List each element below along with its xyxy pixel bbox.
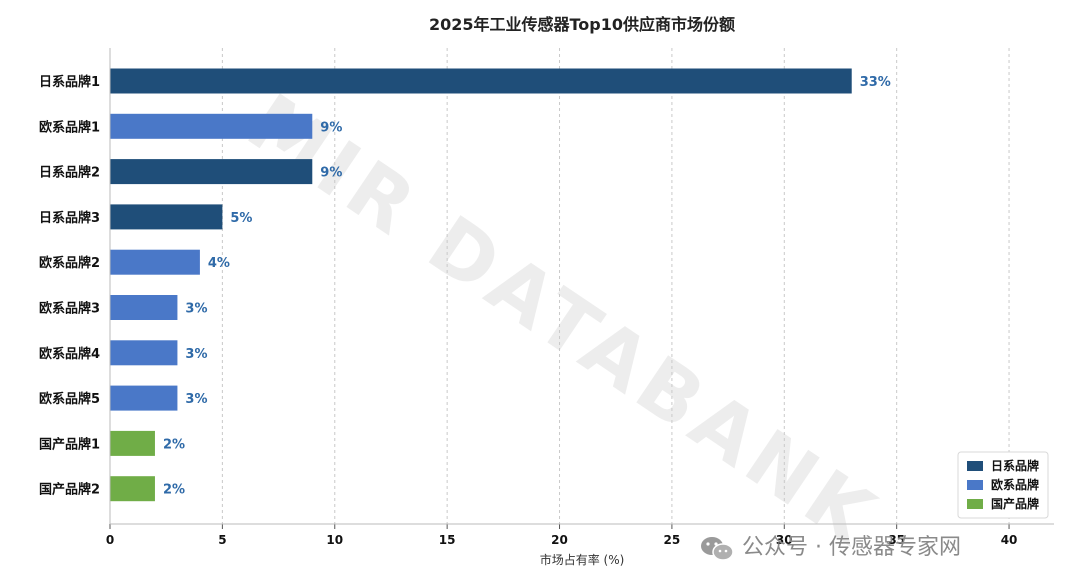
footer-watermark: 公众号 · 传感器专家网 bbox=[701, 535, 961, 561]
legend-label: 国产品牌 bbox=[991, 496, 1039, 511]
value-label: 9% bbox=[320, 120, 342, 135]
wechat-icon bbox=[701, 537, 734, 561]
category-label: 欧系品牌2 bbox=[39, 255, 100, 271]
watermark-text: MIR DATABANK bbox=[231, 78, 893, 565]
category-label: 国产品牌2 bbox=[39, 482, 100, 498]
legend-swatch bbox=[967, 499, 983, 509]
bar bbox=[110, 340, 178, 366]
value-label: 9% bbox=[320, 166, 342, 181]
bar bbox=[110, 249, 200, 275]
legend-swatch bbox=[967, 480, 983, 490]
value-label: 2% bbox=[163, 437, 185, 452]
category-label: 日系品牌3 bbox=[39, 210, 100, 226]
bar bbox=[110, 476, 155, 502]
value-labels: 33% 9% 9% 5% 4% 3% 3% 3% 2% 2% bbox=[163, 75, 891, 498]
category-label: 欧系品牌3 bbox=[39, 301, 100, 317]
bar bbox=[110, 204, 223, 230]
value-label: 33% bbox=[860, 75, 891, 90]
x-axis: 0 5 10 15 20 25 30 35 40 bbox=[106, 48, 1054, 547]
x-tick-label: 0 bbox=[106, 533, 114, 547]
category-label: 欧系品牌5 bbox=[39, 391, 100, 407]
legend-label: 欧系品牌 bbox=[991, 477, 1039, 492]
value-label: 3% bbox=[185, 392, 207, 407]
value-label: 2% bbox=[163, 483, 185, 498]
value-label: 5% bbox=[230, 211, 252, 226]
x-tick-label: 15 bbox=[439, 533, 456, 547]
category-label: 日系品牌1 bbox=[39, 74, 100, 90]
value-label: 4% bbox=[208, 256, 230, 271]
legend-swatch bbox=[967, 461, 983, 471]
category-label: 日系品牌2 bbox=[39, 165, 100, 181]
bar bbox=[110, 159, 313, 185]
value-label: 3% bbox=[185, 302, 207, 317]
value-label: 3% bbox=[185, 347, 207, 362]
x-tick-label: 5 bbox=[218, 533, 226, 547]
x-tick-label: 30 bbox=[776, 533, 793, 547]
category-labels: 日系品牌1 欧系品牌1 日系品牌2 日系品牌3 欧系品牌2 欧系品牌3 欧系品牌4 欧系品牌5… bbox=[39, 74, 100, 498]
category-label: 国产品牌1 bbox=[39, 436, 100, 452]
bar bbox=[110, 430, 155, 456]
bar bbox=[110, 295, 178, 320]
footer-text: 公众号 · 传感器专家网 bbox=[742, 535, 961, 560]
bar bbox=[110, 385, 178, 411]
x-tick-label: 35 bbox=[888, 533, 905, 547]
x-tick-label: 25 bbox=[664, 533, 681, 547]
x-tick-label: 40 bbox=[1001, 533, 1018, 547]
x-tick-label: 20 bbox=[551, 533, 568, 547]
bar bbox=[110, 113, 313, 139]
x-axis-title: 市场占有率 (%) bbox=[540, 552, 625, 567]
bar bbox=[110, 68, 852, 94]
x-tick-label: 10 bbox=[326, 533, 343, 547]
category-label: 欧系品牌1 bbox=[39, 119, 100, 135]
bars-group bbox=[110, 68, 852, 502]
grid-lines bbox=[221, 48, 1010, 524]
legend-label: 日系品牌 bbox=[991, 458, 1039, 473]
chart-title: 2025年工业传感器Top10供应商市场份额 bbox=[429, 15, 735, 34]
category-label: 欧系品牌4 bbox=[39, 346, 100, 362]
